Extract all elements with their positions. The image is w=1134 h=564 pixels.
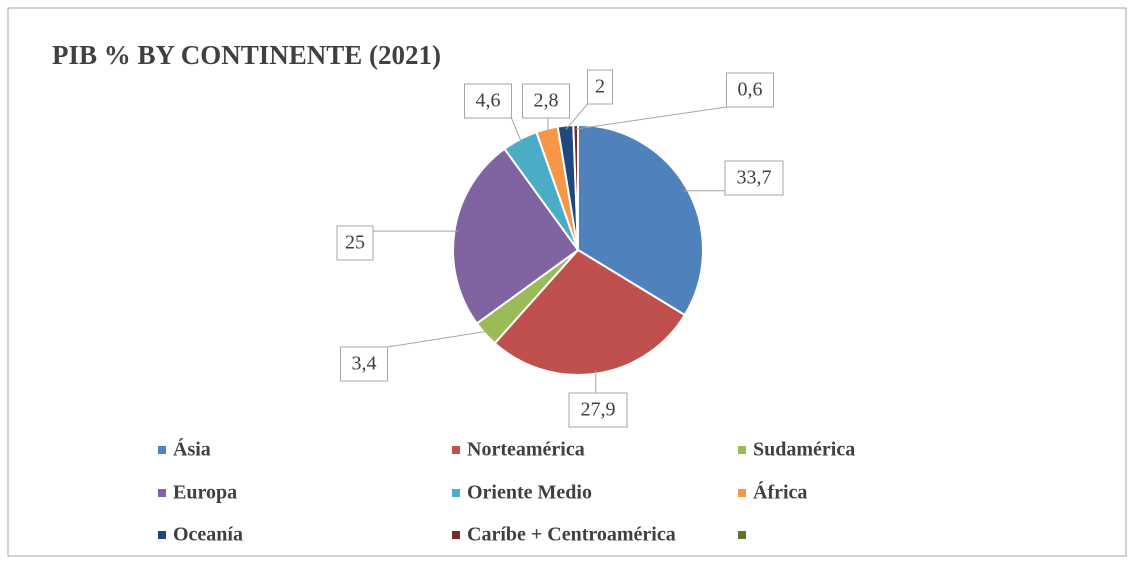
- data-label: 3,4: [352, 353, 377, 375]
- pie-slice: [572, 123, 579, 251]
- data-label: 33,7: [737, 167, 772, 189]
- data-label-box: [587, 69, 613, 105]
- leader-line: [565, 103, 588, 130]
- legend-label: Europa: [173, 482, 237, 504]
- chart-title: PIB % BY CONTINENTE (2021): [52, 40, 441, 70]
- pie-slice: [577, 123, 704, 317]
- legend-swatch: [452, 446, 460, 454]
- data-label: 4,6: [476, 90, 501, 112]
- data-label: 2: [595, 76, 605, 98]
- legend-label: Caríbe + Centroamérica: [467, 524, 676, 546]
- leader-line: [387, 330, 489, 348]
- data-label-box: [724, 160, 784, 196]
- legend-swatch: [452, 531, 460, 539]
- leader-line: [575, 106, 727, 130]
- legend-swatch: [158, 531, 166, 539]
- legend-label: Oceanía: [173, 524, 243, 546]
- legend-swatch: [738, 446, 746, 454]
- data-label: 2,8: [534, 90, 559, 112]
- data-label: 0,6: [738, 79, 763, 101]
- legend-swatch: [158, 446, 166, 454]
- pie-slice: [452, 147, 580, 325]
- data-label-box: [726, 72, 774, 108]
- data-label-box: [464, 83, 512, 119]
- legend-label: Oriente Medio: [467, 482, 592, 504]
- legend-swatch: [738, 489, 746, 497]
- legend-swatch: [738, 531, 746, 539]
- data-label-box: [336, 225, 374, 261]
- legend-label: Sudamérica: [753, 439, 855, 461]
- legend-swatch: [452, 489, 460, 497]
- pie-slice: [493, 248, 687, 376]
- legend-label: Norteamérica: [467, 439, 585, 461]
- legend-swatch: [158, 489, 166, 497]
- legend-label: Ásia: [173, 438, 211, 461]
- data-label-box: [522, 83, 570, 119]
- data-label: 25: [345, 232, 365, 254]
- data-label: 27,9: [581, 399, 616, 421]
- data-label-box: [568, 392, 628, 428]
- legend-label: África: [753, 481, 807, 504]
- leader-line: [511, 117, 523, 144]
- data-label-box: [340, 346, 388, 382]
